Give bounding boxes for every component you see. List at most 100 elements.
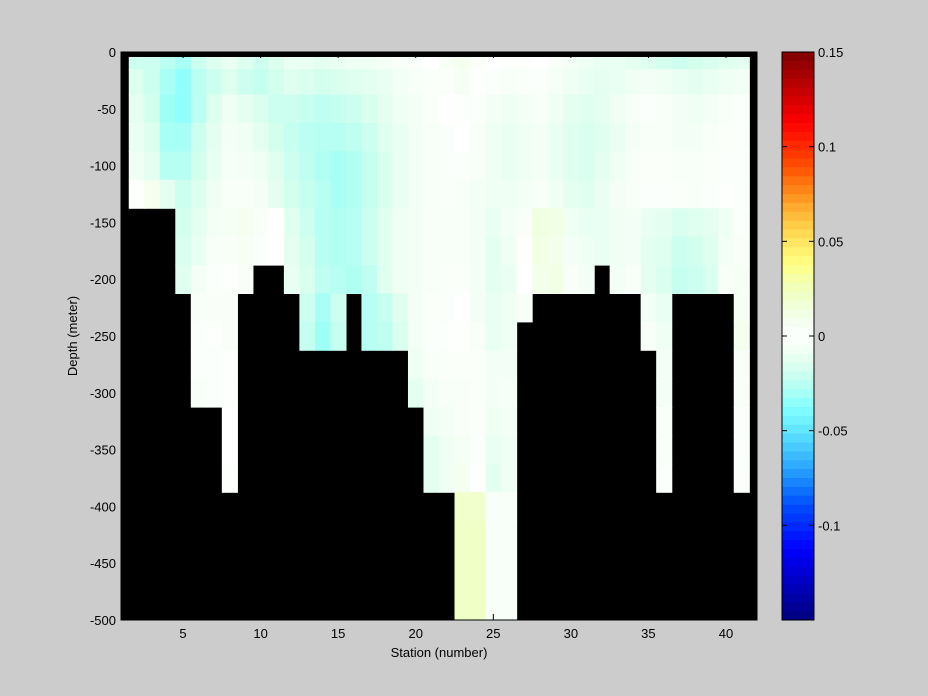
heatmap-cell bbox=[702, 69, 719, 96]
heatmap-cell bbox=[221, 208, 238, 238]
heatmap-cell bbox=[547, 265, 564, 294]
heatmap-cell bbox=[237, 123, 254, 152]
y-tick-label: -150 bbox=[90, 215, 116, 230]
heatmap-cell bbox=[190, 179, 207, 209]
heatmap-cell bbox=[268, 236, 285, 266]
heatmap-cell bbox=[485, 378, 502, 408]
heatmap-cell bbox=[454, 520, 471, 550]
heatmap-cell bbox=[392, 123, 409, 152]
heatmap-cell bbox=[702, 236, 719, 266]
heatmap-cell bbox=[361, 293, 378, 323]
heatmap-cell bbox=[454, 293, 471, 323]
heatmap-cell bbox=[578, 179, 595, 209]
heatmap-cell bbox=[345, 236, 363, 266]
heatmap-cell bbox=[625, 265, 642, 294]
heatmap-cell bbox=[268, 69, 285, 96]
heatmap-cell bbox=[702, 123, 719, 152]
colorbar-swatch bbox=[782, 424, 814, 435]
heatmap-cell bbox=[470, 179, 487, 209]
colorbar-swatch bbox=[782, 202, 814, 213]
heatmap-cell bbox=[609, 208, 626, 238]
heatmap-cell bbox=[470, 492, 487, 522]
heatmap-cell bbox=[361, 265, 378, 294]
colorbar-tick-label: -0.05 bbox=[818, 424, 848, 439]
heatmap-cell bbox=[376, 179, 394, 209]
colorbar: -0.1 -0.05 0 0.05 0.1 0.15 bbox=[781, 45, 848, 621]
heatmap-cell bbox=[392, 236, 409, 266]
heatmap-cell bbox=[314, 94, 332, 124]
heatmap-cell bbox=[687, 123, 704, 152]
heatmap-cell bbox=[221, 69, 238, 96]
heatmap-cell bbox=[640, 151, 657, 181]
heatmap-cell bbox=[221, 151, 238, 181]
heatmap-cell bbox=[671, 69, 688, 96]
heatmap-cell bbox=[733, 463, 750, 493]
heatmap-cell bbox=[671, 208, 688, 238]
heatmap-cell bbox=[268, 94, 285, 124]
heatmap-cell bbox=[547, 151, 564, 181]
heatmap-cell bbox=[345, 123, 363, 152]
heatmap-cell bbox=[485, 321, 502, 351]
heatmap-cell bbox=[252, 151, 269, 181]
heatmap-cell bbox=[609, 265, 626, 294]
heatmap-cell bbox=[454, 463, 471, 493]
heatmap-cell bbox=[175, 123, 192, 152]
heatmap-cell bbox=[470, 293, 487, 323]
heatmap-cell bbox=[640, 179, 657, 209]
heatmap-cell bbox=[407, 151, 425, 181]
heatmap-cell bbox=[345, 208, 363, 238]
colorbar-swatch bbox=[782, 336, 814, 346]
heatmap-cell bbox=[206, 321, 223, 351]
heatmap-cell bbox=[221, 407, 238, 436]
heatmap-cell bbox=[625, 69, 642, 96]
heatmap-cell bbox=[733, 123, 750, 152]
heatmap-cell bbox=[407, 179, 425, 209]
heatmap-cell bbox=[345, 69, 363, 96]
heatmap-cell bbox=[671, 123, 688, 152]
x-tick-label: 40 bbox=[719, 626, 733, 641]
heatmap-cell bbox=[361, 94, 378, 124]
heatmap-cell bbox=[439, 293, 456, 323]
heatmap-cell bbox=[501, 378, 518, 408]
heatmap-cell bbox=[625, 151, 642, 181]
heatmap-cell bbox=[578, 69, 595, 96]
colorbar-swatch bbox=[782, 415, 814, 426]
heatmap-cell bbox=[175, 94, 192, 124]
heatmap-cell bbox=[501, 265, 518, 294]
heatmap-cell bbox=[656, 321, 673, 351]
colorbar-swatch bbox=[782, 60, 814, 71]
heatmap-cell bbox=[594, 208, 611, 238]
colorbar-swatch bbox=[782, 123, 814, 133]
heatmap-cell bbox=[376, 94, 394, 124]
heatmap-cell bbox=[578, 265, 595, 294]
heatmap-cell bbox=[671, 94, 688, 124]
colorbar-swatch bbox=[782, 167, 814, 177]
heatmap-cell bbox=[252, 94, 269, 124]
heatmap-cell bbox=[718, 208, 735, 238]
heatmap-cell bbox=[128, 123, 145, 152]
x-tick-label: 20 bbox=[408, 626, 422, 641]
heatmap-cell bbox=[175, 151, 192, 181]
heatmap-cell bbox=[718, 123, 735, 152]
heatmap-cell bbox=[237, 151, 254, 181]
heatmap-cell bbox=[656, 435, 673, 465]
heatmap-cell bbox=[516, 265, 533, 294]
colorbar-swatch bbox=[782, 371, 814, 381]
heatmap-cell bbox=[206, 123, 223, 152]
colorbar-swatch bbox=[782, 194, 814, 204]
heatmap-cell bbox=[563, 151, 580, 181]
heatmap-cell bbox=[516, 293, 533, 323]
heatmap-cell bbox=[578, 208, 595, 238]
heatmap-cell bbox=[640, 236, 657, 266]
heatmap-cell bbox=[702, 265, 719, 294]
heatmap-cell bbox=[361, 179, 378, 209]
heatmap-cell bbox=[470, 321, 487, 351]
heatmap-cell bbox=[252, 236, 269, 266]
heatmap-cell bbox=[547, 123, 564, 152]
heatmap-cell bbox=[671, 265, 688, 294]
heatmap-cell bbox=[268, 151, 285, 181]
x-tick-label: 25 bbox=[486, 626, 500, 641]
heatmap-cell bbox=[454, 350, 471, 380]
heatmap-cell bbox=[439, 236, 456, 266]
heatmap-cell bbox=[144, 94, 161, 124]
